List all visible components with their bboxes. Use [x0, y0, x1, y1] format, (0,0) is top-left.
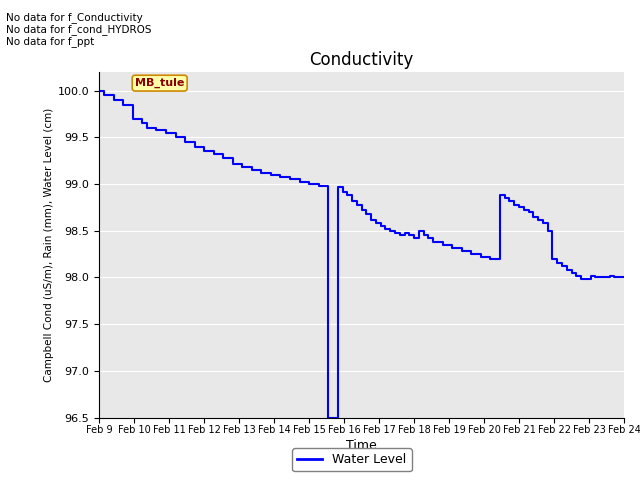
- Text: No data for f_cond_HYDROS: No data for f_cond_HYDROS: [6, 24, 152, 35]
- Text: No data for f_ppt: No data for f_ppt: [6, 36, 95, 47]
- Title: Conductivity: Conductivity: [310, 51, 413, 69]
- X-axis label: Time: Time: [346, 439, 377, 453]
- Y-axis label: Campbell Cond (uS/m), Rain (mm), Water Level (cm): Campbell Cond (uS/m), Rain (mm), Water L…: [44, 108, 54, 382]
- Text: No data for f_Conductivity: No data for f_Conductivity: [6, 12, 143, 23]
- Legend: Water Level: Water Level: [292, 448, 412, 471]
- Text: MB_tule: MB_tule: [135, 78, 184, 88]
